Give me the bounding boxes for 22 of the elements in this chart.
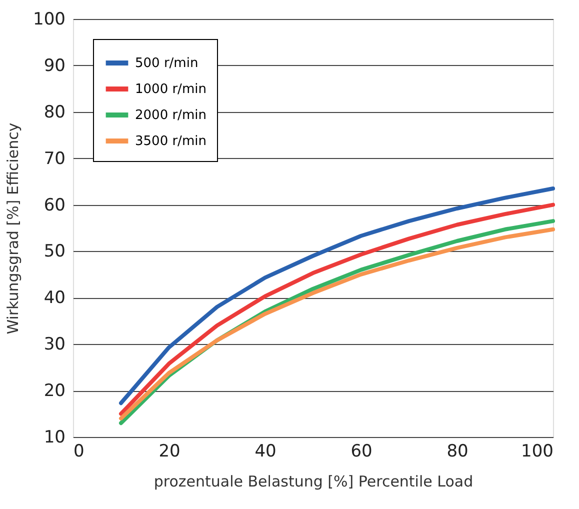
x-tick-label: 100 <box>521 442 554 462</box>
y-tick-label: 10 <box>44 428 66 448</box>
y-tick-label: 70 <box>44 148 66 169</box>
legend-label: 1000 r/min <box>135 82 206 97</box>
y-tick-label: 100 <box>33 10 66 30</box>
y-tick-label: 50 <box>44 242 66 262</box>
legend-label: 500 r/min <box>135 56 198 71</box>
x-tick-label: 80 <box>446 442 468 462</box>
y-tick-label: 40 <box>44 288 66 308</box>
y-tick-label: 90 <box>44 56 66 76</box>
legend-label: 2000 r/min <box>135 108 206 123</box>
y-tick-label: 30 <box>44 334 66 355</box>
x-tick-label: 60 <box>350 442 372 462</box>
x-tick-label: 20 <box>158 442 180 462</box>
legend-label: 3500 r/min <box>135 134 206 149</box>
y-tick-label: 80 <box>44 102 66 122</box>
x-tick-label: 40 <box>254 442 276 462</box>
x-axis-title: prozentuale Belastung [%] Percentile Load <box>154 472 474 490</box>
y-tick-label: 20 <box>44 381 66 402</box>
x-tick-label: 0 <box>74 442 84 462</box>
y-tick-label: 60 <box>44 195 66 216</box>
y-axis-title: Wirkungsgrad [%] Efficiency <box>4 122 22 334</box>
